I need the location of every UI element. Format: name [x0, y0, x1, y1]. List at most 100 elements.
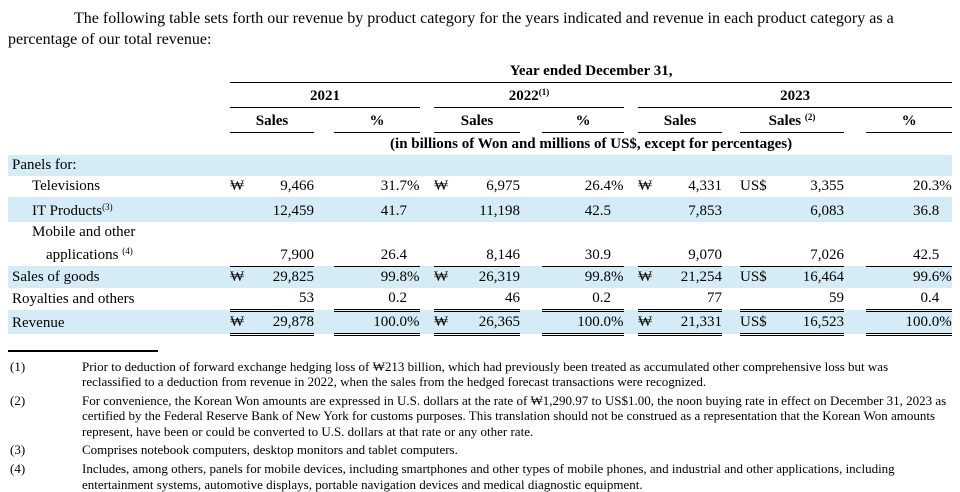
spacer-cell	[314, 266, 334, 288]
spacer-cell	[844, 108, 866, 133]
percent-cell: 36.8	[866, 197, 952, 222]
amount-cell: 7,900	[252, 222, 314, 266]
spacer-cell	[624, 176, 638, 197]
table-row-panels-for: Panels for:	[8, 155, 952, 176]
footnote-text: Comprises notebook computers, desktop mo…	[82, 442, 952, 458]
amount-cell	[784, 155, 844, 176]
percent-cell	[542, 155, 624, 176]
spacer-cell	[844, 266, 866, 288]
unit-note-row: (in billions of Won and millions of US$,…	[8, 133, 952, 156]
amount-cell: 21,331	[664, 310, 722, 334]
spacer-cell	[722, 288, 740, 311]
footnote-item: (3)Comprises notebook computers, desktop…	[8, 442, 952, 458]
spacer-cell	[722, 197, 740, 222]
amount-cell: 26,365	[460, 310, 520, 334]
spacer-cell	[624, 108, 638, 133]
currency-cell	[740, 288, 784, 311]
percent-cell: 100.0%	[542, 310, 624, 334]
spacer-cell	[520, 222, 542, 266]
currency-cell: ₩	[434, 310, 460, 334]
currency-cell	[740, 197, 784, 222]
currency-cell: US$	[740, 266, 784, 288]
amount-cell: 9,070	[664, 222, 722, 266]
currency-cell: ₩	[434, 266, 460, 288]
spacer-cell	[844, 222, 866, 266]
percent-cell	[866, 155, 952, 176]
row-label: Royalties and others	[8, 288, 230, 311]
unit-note: (in billions of Won and millions of US$,…	[230, 133, 952, 156]
percent-cell: 100.0%	[866, 310, 952, 334]
currency-cell: ₩	[434, 176, 460, 197]
row-label: Panels for:	[8, 155, 230, 176]
amount-cell: 21,254	[664, 266, 722, 288]
spacer-cell	[722, 310, 740, 334]
spacer-cell	[520, 155, 542, 176]
footnote-ref: (3)	[102, 202, 113, 212]
footnote-separator	[8, 350, 158, 352]
spacer-cell	[722, 266, 740, 288]
spacer-cell	[420, 176, 434, 197]
spacer-cell	[520, 197, 542, 222]
spacer-cell	[314, 288, 334, 311]
amount-cell: 7,853	[664, 197, 722, 222]
spacer-cell	[520, 266, 542, 288]
currency-cell: ₩	[230, 176, 252, 197]
spacer-cell	[8, 62, 230, 83]
percent-cell: 30.9	[542, 222, 624, 266]
currency-cell	[740, 222, 784, 266]
amount-cell: 8,146	[460, 222, 520, 266]
col-header-sales-2022: Sales	[434, 108, 520, 133]
col-header-pct-2021: %	[334, 108, 420, 133]
span-header-row: Year ended December 31,	[8, 62, 952, 83]
spacer-cell	[520, 310, 542, 334]
spacer-cell	[420, 288, 434, 311]
row-label: Sales of goods	[8, 266, 230, 288]
footnote-number: (2)	[8, 393, 82, 440]
currency-cell: ₩	[230, 310, 252, 334]
footnote-number: (3)	[8, 442, 82, 458]
footnote-ref: (4)	[122, 246, 133, 256]
spacer-cell	[420, 155, 434, 176]
spacer-cell	[844, 176, 866, 197]
year-2023: 2023	[638, 83, 952, 108]
amount-cell: 4,331	[664, 176, 722, 197]
col-header-sales-2021: Sales	[230, 108, 314, 133]
row-label: Revenue	[8, 310, 230, 334]
currency-cell	[434, 288, 460, 311]
amount-cell: 16,523	[784, 310, 844, 334]
percent-cell: 100.0%	[334, 310, 420, 334]
percent-cell: 99.8%	[542, 266, 624, 288]
spacer-cell	[624, 266, 638, 288]
spacer-cell	[844, 155, 866, 176]
span-header: Year ended December 31,	[230, 62, 952, 83]
spacer-cell	[420, 266, 434, 288]
amount-cell: 6,083	[784, 197, 844, 222]
year-2021: 2021	[230, 83, 420, 108]
spacer-cell	[420, 83, 434, 108]
spacer-cell	[624, 222, 638, 266]
spacer-cell	[314, 197, 334, 222]
currency-cell: US$	[740, 310, 784, 334]
footnote-ref: (1)	[539, 87, 550, 97]
col-header-pct-2022: %	[542, 108, 624, 133]
percent-cell: 31.7%	[334, 176, 420, 197]
amount-cell: 16,464	[784, 266, 844, 288]
spacer-cell	[8, 133, 230, 156]
percent-cell	[334, 155, 420, 176]
currency-cell	[230, 222, 252, 266]
currency-cell	[434, 155, 460, 176]
spacer-cell	[520, 108, 542, 133]
intro-paragraph: The following table sets forth our reven…	[8, 8, 950, 50]
currency-cell: ₩	[638, 310, 664, 334]
spacer-cell	[314, 155, 334, 176]
percent-cell: 0.2	[334, 288, 420, 311]
currency-cell	[230, 155, 252, 176]
currency-cell	[638, 155, 664, 176]
spacer-cell	[624, 155, 638, 176]
spacer-cell	[722, 176, 740, 197]
amount-cell: 3,355	[784, 176, 844, 197]
